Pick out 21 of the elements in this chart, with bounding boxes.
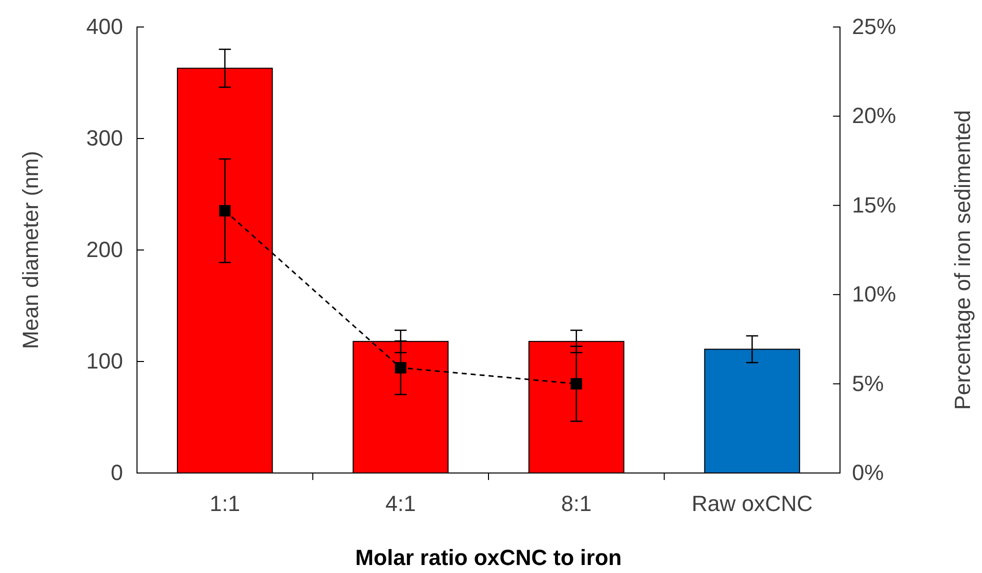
x-tick-label: 8:1: [561, 491, 592, 516]
y2-tick-label: 25%: [852, 14, 896, 40]
y-tick-label: 300: [86, 126, 123, 151]
y-tick-label: 400: [86, 14, 123, 40]
point: [394, 362, 406, 374]
y2-tick-label: 20%: [852, 103, 896, 128]
y-tick-label: 100: [86, 348, 123, 374]
x-axis-title: Molar ratio oxCNC to iron: [355, 545, 622, 570]
y2-tick-label: 10%: [852, 282, 896, 307]
y-tick-label: 0: [110, 460, 123, 486]
y2-tick-label: 5%: [852, 370, 884, 396]
x-tick-label: 1:1: [210, 491, 240, 516]
y2-tick-label: 0%: [852, 460, 884, 486]
x-tick-label: 4:1: [385, 491, 416, 516]
y-tick-label: 200: [86, 237, 123, 262]
y-axis-title: Mean diameter (nm): [18, 150, 43, 350]
y2-axis-title: Percentage of iron sedimented: [950, 110, 975, 410]
y2-tick-label: 15%: [852, 192, 896, 218]
point: [570, 378, 582, 390]
point: [219, 205, 231, 216]
x-tick-label: Raw oxCNC: [692, 491, 813, 516]
